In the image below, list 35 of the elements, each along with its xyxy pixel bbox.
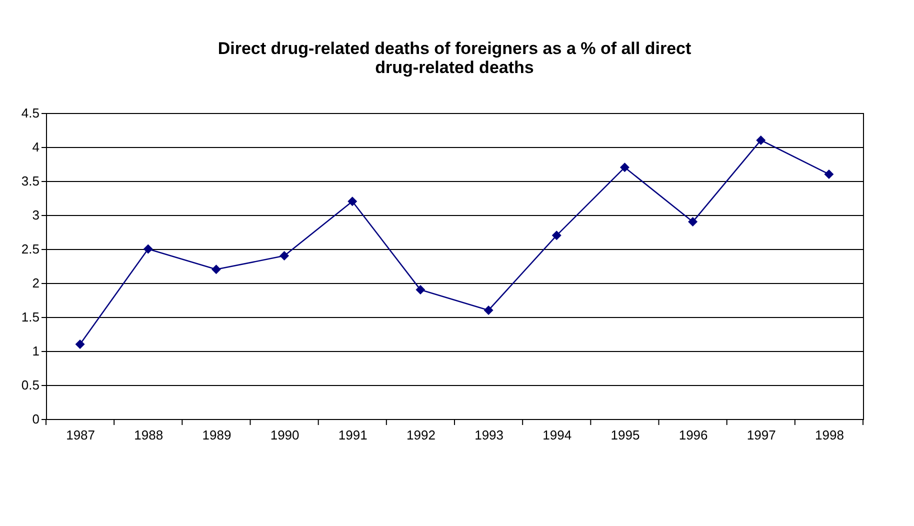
x-tick-label: 1990 [270,428,300,442]
x-tick-label: 1997 [746,428,776,442]
point [756,135,766,145]
y-tick-label: 4.5 [21,106,40,120]
x-tick-label: 1989 [202,428,232,442]
x-tick-label: 1995 [610,428,640,442]
point [75,339,85,349]
x-tick-label: 1994 [542,428,572,442]
x-tick-label: 1993 [474,428,504,442]
y-tick-label: 2.5 [21,242,40,256]
y-tick-label: 3 [32,208,40,222]
x-tick-label: 1996 [678,428,708,442]
x-tick-label: 1998 [814,428,844,442]
y-tick-label: 1 [32,344,40,358]
point [143,244,153,254]
y-tick-label: 2 [32,276,40,290]
y-tick-label: 4 [32,140,40,154]
point [280,251,290,261]
point [688,217,698,227]
x-tick-label: 1991 [338,428,368,442]
x-tick-label: 1992 [406,428,436,442]
point [620,162,630,172]
point [824,169,834,179]
point [211,264,221,274]
x-tick-label: 1987 [66,428,96,442]
point [552,230,562,240]
y-tick-label: 1.5 [21,310,40,324]
chart-title: Direct drug-related deaths of foreigners as a % of all direct drug-related deaths [218,39,692,77]
y-tick-label: 3.5 [21,174,40,188]
y-tick-label: 0 [32,412,40,426]
point [348,196,358,206]
point [416,285,426,295]
point [484,305,494,315]
y-tick-label: 0.5 [21,378,40,392]
x-tick-label: 1988 [134,428,164,442]
